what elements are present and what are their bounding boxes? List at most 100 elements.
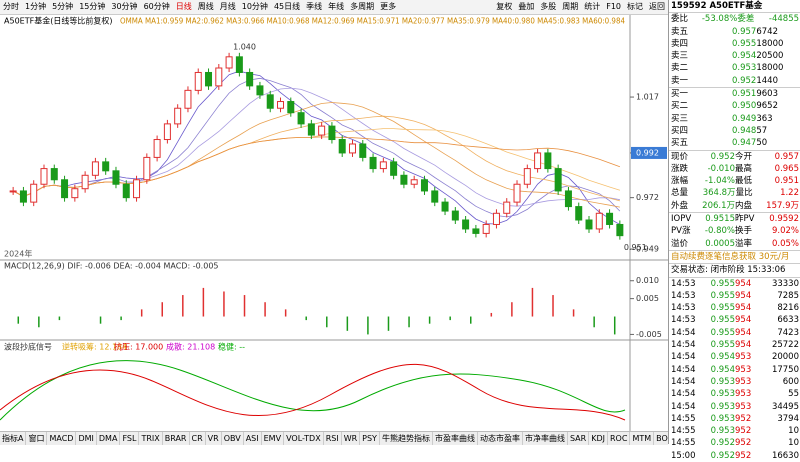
toolbar-button[interactable]: 年线 xyxy=(328,2,345,11)
quote-row: 溢价 0.0005 溢率 0.05% xyxy=(669,238,800,250)
quote-cell: 363 xyxy=(756,113,773,124)
indicator-tabs: 指标A 窗口 MACD DMI DMA FSL TRIX BRAR CR VR OBV ASI EMV V… xyxy=(0,431,668,445)
ma-text: OMMA MA1:0.959 MA2:0.962 MA3:0.966 MA10:… xyxy=(120,17,625,26)
candle xyxy=(575,206,583,221)
quote-cell: 委比 xyxy=(671,14,689,25)
toolbar-button[interactable]: 周线 xyxy=(197,2,214,11)
candle xyxy=(503,201,511,214)
tab[interactable]: OBV xyxy=(222,432,244,445)
toolbar-button[interactable]: 1分钟 xyxy=(25,2,47,11)
tab[interactable]: VOL-TDX xyxy=(284,432,324,445)
tab[interactable]: BRAR xyxy=(163,432,190,445)
toolbar-button[interactable]: 复权 xyxy=(496,2,513,11)
tab[interactable]: KDJ xyxy=(589,432,608,445)
tab[interactable]: RSI xyxy=(324,432,342,445)
toolbar-button[interactable]: 日线 xyxy=(175,2,192,11)
candle xyxy=(564,190,572,208)
toolbar-button[interactable]: 多周期 xyxy=(350,2,375,11)
quote-row: 14:53 0.955 954 6633 xyxy=(669,314,800,326)
quote-cell: 自动续费逐笔信息获取 30元/月 xyxy=(671,251,790,262)
toolbar-button[interactable]: 标记 xyxy=(627,2,643,11)
toolbar-button[interactable]: 10分钟 xyxy=(241,2,268,11)
candle xyxy=(390,161,398,176)
tab[interactable]: EMV xyxy=(262,432,285,445)
toolbar: 分时 1分钟 5分钟 15分钟 30分钟 60分钟 日线 周线 月线 10分钟 45日线 季线 年线 多周… xyxy=(0,0,668,15)
toolbar-button[interactable]: F10 xyxy=(606,2,621,11)
tab[interactable]: ASI xyxy=(244,432,262,445)
quote-cell: 买五 xyxy=(671,138,689,149)
tab[interactable]: MTM xyxy=(630,432,655,445)
quote-panel: 159592 A50ETF基金 委比 -53.08% 委差 -44855 卖五 0.957 6… xyxy=(668,0,800,461)
candle xyxy=(328,125,336,141)
candle xyxy=(163,123,171,141)
candle xyxy=(379,161,387,170)
tab[interactable]: TRIX xyxy=(139,432,163,445)
candle xyxy=(50,168,58,181)
candle xyxy=(122,183,130,199)
main-title: A50ETF基金(日线等比前复权) xyxy=(4,16,112,26)
quote-cell: 953 xyxy=(735,364,752,375)
toolbar-button[interactable]: 多股 xyxy=(540,2,557,11)
tab[interactable]: ROC xyxy=(608,432,631,445)
tab[interactable]: PSY xyxy=(360,432,380,445)
tab[interactable]: VR xyxy=(206,432,222,445)
tab[interactable]: 牛熊趋势指标 xyxy=(380,432,433,445)
candle xyxy=(318,125,326,136)
candle xyxy=(472,228,480,234)
toolbar-button[interactable]: 分时 xyxy=(3,2,19,11)
tab[interactable]: CR xyxy=(190,432,206,445)
tab[interactable]: DMI xyxy=(76,432,97,445)
candle xyxy=(544,152,552,170)
tab[interactable]: 动态市盈率 xyxy=(478,432,523,445)
quote-row: 14:55 0.953 952 10 xyxy=(669,425,800,437)
tab[interactable]: SAR xyxy=(568,432,590,445)
y-tick-label: 1.017 xyxy=(636,93,659,102)
tab[interactable]: 市盈率曲线 xyxy=(433,432,478,445)
tab[interactable]: BOLL xyxy=(654,432,668,445)
toolbar-button[interactable]: 30分钟 xyxy=(111,2,138,11)
quote-cell: 55 xyxy=(788,389,799,400)
quote-cell: 0.952 xyxy=(732,75,757,86)
tab[interactable]: WR xyxy=(342,432,361,445)
quote-cell: 15:00 xyxy=(671,450,696,461)
quote-cell: 18000 xyxy=(756,38,784,49)
tab[interactable]: FSL xyxy=(120,432,140,445)
quote-cell: 14:53 xyxy=(671,303,696,314)
tab[interactable]: 窗口 xyxy=(26,432,48,445)
candle xyxy=(81,174,89,190)
toolbar-button[interactable]: 周期 xyxy=(562,2,579,11)
toolbar-button[interactable]: 返回 xyxy=(649,2,665,11)
quote-cell: 157.9万 xyxy=(766,200,799,211)
toolbar-button[interactable]: 月线 xyxy=(219,2,236,11)
candle xyxy=(348,143,356,154)
candle xyxy=(277,101,285,109)
indicator-title: 波段抄底信号 xyxy=(4,342,52,352)
quote-cell: IOPV xyxy=(671,214,692,225)
toolbar-button[interactable]: 更多 xyxy=(380,2,397,11)
quote-cell: 0.955 xyxy=(710,315,735,326)
quote-row: 14:55 0.953 952 3794 xyxy=(669,413,800,425)
quote-row: 涨幅 -1.04% 最低 0.951 xyxy=(669,175,800,187)
candle xyxy=(102,161,110,172)
quote-row: 14:54 0.953 953 34495 xyxy=(669,401,800,413)
quote-cell: 0.953 xyxy=(710,389,735,400)
price-marker xyxy=(631,146,667,159)
toolbar-button[interactable]: 60分钟 xyxy=(143,2,170,11)
candle xyxy=(71,188,79,199)
tab[interactable]: 指标A xyxy=(0,432,27,445)
quote-cell: 954 xyxy=(735,278,752,289)
quote-cell: 952 xyxy=(735,438,752,449)
tab[interactable]: 市净率曲线 xyxy=(523,432,568,445)
toolbar-button[interactable]: 45日线 xyxy=(273,2,301,11)
candle xyxy=(205,71,213,87)
quote-cell: 总量 xyxy=(671,188,689,199)
quote-row: 卖四 0.955 18000 xyxy=(669,38,800,50)
toolbar-button[interactable]: 5分钟 xyxy=(52,2,74,11)
tab[interactable]: MACD xyxy=(47,432,77,445)
toolbar-button[interactable]: 叠加 xyxy=(518,2,535,11)
tab[interactable]: DMA xyxy=(97,432,121,445)
toolbar-button[interactable]: 统计 xyxy=(584,2,601,11)
toolbar-button[interactable]: 15分钟 xyxy=(79,2,106,11)
toolbar-button[interactable]: 季线 xyxy=(306,2,323,11)
quote-cell: 0.947 xyxy=(732,138,757,149)
